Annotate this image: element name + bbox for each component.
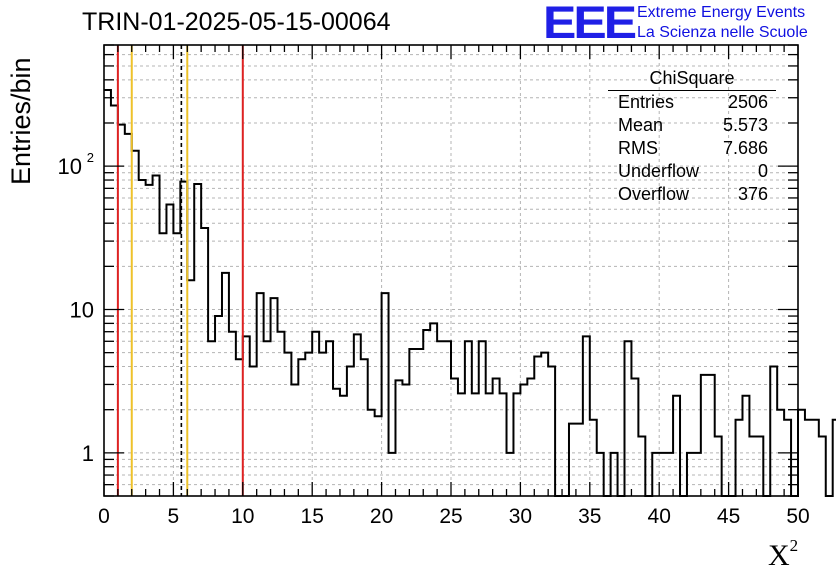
histogram-bars: [104, 88, 836, 497]
histogram-bin: [805, 420, 812, 496]
x-tick-label: 0: [98, 505, 110, 528]
stats-label: Overflow: [618, 184, 690, 204]
x-tick-label: 40: [648, 505, 671, 528]
reference-lines: [116, 45, 244, 496]
x-tick-label: 30: [509, 505, 532, 528]
y-tick-label: 10: [58, 154, 82, 179]
x-axis-label: X2: [768, 536, 798, 573]
stats-title: ChiSquare: [608, 66, 776, 91]
stats-row-mean: Mean 5.573: [608, 114, 776, 137]
stats-label: Entries: [618, 92, 675, 112]
stats-value: 376: [737, 184, 768, 204]
histogram-bin: [819, 437, 826, 496]
stats-label: RMS: [618, 138, 658, 158]
stats-row-rms: RMS 7.686: [608, 137, 776, 160]
histogram-bin: [798, 410, 805, 496]
x-tick-label: 5: [168, 505, 180, 528]
logo-line-2: La Scienza nelle Scuole: [637, 24, 808, 41]
x-tick-label: 15: [301, 505, 324, 528]
eee-logo: EEE: [543, 0, 637, 48]
y-tick-label: 10: [70, 297, 94, 322]
y-tick-exponent: 2: [87, 150, 94, 165]
x-tick-label: 10: [231, 505, 254, 528]
stats-label: Underflow: [618, 161, 700, 181]
stats-row-overflow: Overflow 376: [608, 183, 776, 206]
stats-value: 5.573: [722, 115, 768, 135]
chart-title: TRIN-01-2025-05-15-00064: [82, 8, 391, 36]
histogram-bin: [812, 420, 819, 496]
x-tick-label: 25: [439, 505, 462, 528]
stats-value: 7.686: [722, 138, 768, 158]
stats-value: 0: [757, 161, 768, 181]
tick-labels: 0 5 10 15 20 25 30 35 40 45 50 1 10 10 2: [58, 150, 810, 528]
plot-background: [104, 45, 798, 496]
x-axis-label-superscript: 2: [789, 536, 799, 555]
y-tick-label: 1: [82, 441, 94, 466]
stats-label: Mean: [618, 115, 664, 135]
logo-line-1: Extreme Energy Events: [637, 4, 806, 21]
axis-ticks: [103, 44, 799, 497]
stats-box: ChiSquare Entries 2506 Mean 5.573 RMS 7.…: [608, 66, 776, 206]
stats-row-entries: Entries 2506: [608, 91, 776, 114]
x-tick-label: 45: [717, 505, 740, 528]
x-tick-label: 35: [578, 505, 601, 528]
stats-value: 2506: [727, 92, 768, 112]
x-tick-label: 50: [786, 505, 809, 528]
x-axis-label-base: X: [768, 539, 790, 572]
y-axis-label: Entries/bin: [6, 57, 36, 185]
stats-row-underflow: Underflow 0: [608, 160, 776, 183]
histogram-outline: [104, 88, 836, 497]
x-tick-label: 20: [370, 505, 393, 528]
